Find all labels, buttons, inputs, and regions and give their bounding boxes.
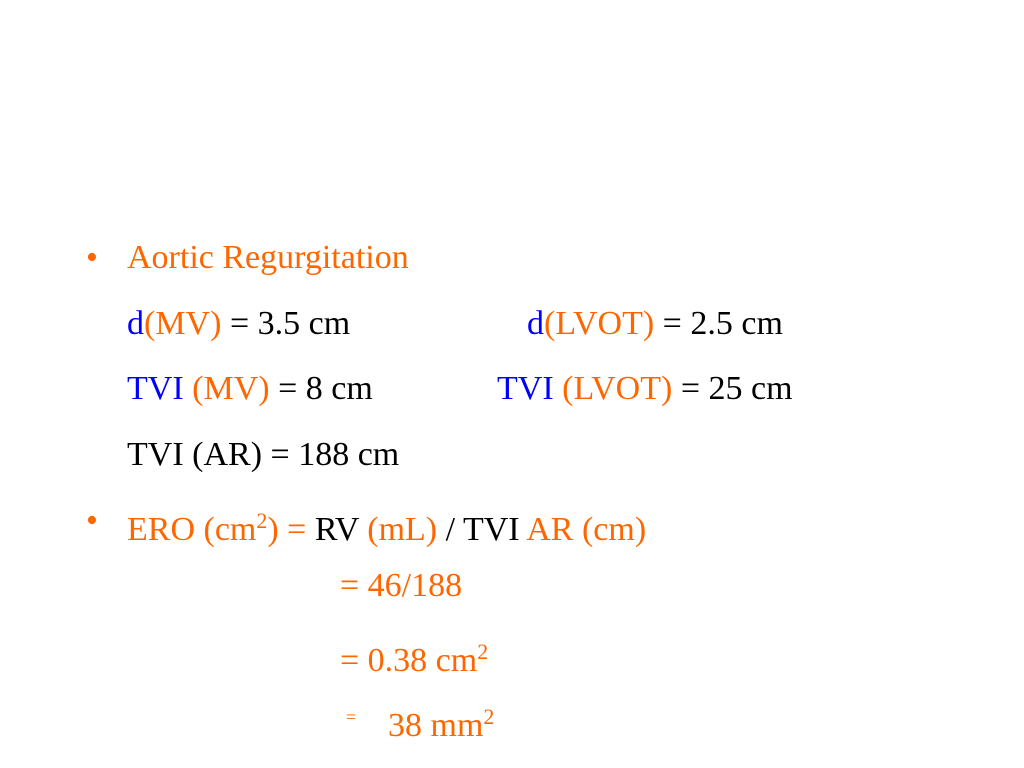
text-run: = 2.5 cm (654, 305, 783, 342)
text-run: = 25 cm (672, 370, 793, 407)
text-run: TVI (497, 370, 554, 407)
text-line: = 46/188 (340, 566, 462, 606)
text-run: d (527, 305, 544, 342)
text-run: (MV) (144, 305, 222, 342)
text-run: = 46/188 (340, 567, 463, 604)
text-run: (MV) (183, 370, 270, 407)
text-run: (mL) (367, 511, 446, 548)
text-run: TVI (127, 370, 184, 407)
text-run: AR (cm) (526, 511, 647, 548)
text-line: Aortic Regurgitation (127, 238, 409, 278)
text-line: = (346, 697, 356, 745)
text-run: Aortic Regurgitation (127, 239, 409, 276)
text-run: = 8 cm (269, 370, 373, 407)
text-run: d (127, 305, 144, 342)
text-run: (LVOT) (553, 370, 673, 407)
text-run: ERO (cm (127, 511, 257, 548)
text-line: d(MV) = 3.5 cm (127, 304, 350, 344)
bullet: • (86, 239, 98, 276)
text-run: / TVI (445, 511, 527, 548)
text-line: TVI (LVOT) = 25 cm (497, 369, 793, 409)
text-run: = (346, 707, 357, 727)
superscript: 2 (483, 704, 495, 729)
superscript: 2 (256, 508, 268, 533)
text-run: TVI (AR) = 188 cm (127, 436, 400, 473)
superscript: 2 (477, 639, 489, 664)
text-line: TVI (AR) = 188 cm (127, 435, 399, 475)
text-line: TVI (MV) = 8 cm (127, 369, 373, 409)
text-run: = 3.5 cm (221, 305, 351, 342)
text-run: RV (314, 511, 368, 548)
text-run: 38 mm (388, 707, 484, 744)
text-line: ERO (cm2) = RV (mL) / TVI AR (cm) (127, 501, 646, 550)
bullet: • (86, 502, 98, 539)
text-line: = 0.38 cm2 (340, 632, 488, 681)
text-run: (LVOT) (544, 305, 655, 342)
text-run: ) = (267, 511, 315, 548)
text-run: = 0.38 cm (340, 642, 478, 679)
text-line: d(LVOT) = 2.5 cm (527, 304, 783, 344)
text-line: 38 mm2 (388, 697, 494, 746)
